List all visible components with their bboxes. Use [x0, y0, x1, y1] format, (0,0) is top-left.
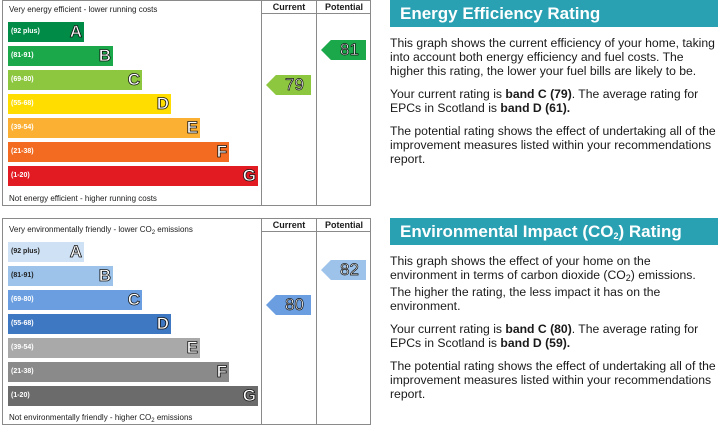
- header-divider: [261, 231, 370, 232]
- rating-band-a: (92 plus) A: [8, 242, 84, 262]
- band-letter: G: [242, 386, 256, 406]
- rating-band-f: (21-38) F: [8, 142, 229, 162]
- column-divider: [316, 219, 317, 424]
- potential-rating-value: 82: [340, 260, 360, 279]
- band-range-label: (39-54): [11, 344, 34, 351]
- potential-rating-arrow: 81: [321, 40, 366, 60]
- band-range-label: (21-38): [11, 368, 34, 375]
- band-letter: F: [216, 362, 227, 382]
- panel-paragraph: This graph shows the effect of your home…: [390, 254, 696, 313]
- column-divider: [316, 1, 317, 205]
- panel-paragraph: Your current rating is band C (79). The …: [390, 87, 699, 115]
- rating-band-d: (55-68) D: [8, 94, 171, 114]
- band-range-label: (1-20): [11, 392, 30, 399]
- column-divider: [261, 219, 262, 424]
- band-letter: G: [242, 166, 256, 186]
- environment-info-panel: Environmental Impact (CO2) Rating This g…: [390, 218, 718, 401]
- potential-column-header: Potential: [324, 220, 363, 230]
- band-letter: E: [186, 338, 198, 358]
- rating-band-b: (81-91) B: [8, 46, 113, 66]
- band-letter: D: [156, 314, 169, 334]
- band-range-label: (55-68): [11, 320, 34, 327]
- chart-caption-bottom: Not energy efficient - higher running co…: [9, 194, 157, 203]
- rating-band-c: (69-80) C: [8, 70, 142, 90]
- rating-band-g: (1-20) G: [8, 166, 258, 186]
- rating-band-f: (21-38) F: [8, 362, 229, 382]
- band-letter: A: [69, 22, 82, 42]
- chart-caption-top: Very environmentally friendly - lower CO…: [9, 225, 193, 236]
- potential-rating-value: 81: [340, 40, 360, 59]
- current-rating-arrow: 79: [266, 75, 311, 95]
- band-range-label: (81-91): [11, 272, 34, 279]
- band-range-label: (69-80): [11, 76, 34, 83]
- rating-band-c: (69-80) C: [8, 290, 142, 310]
- chart-caption-bottom: Not environmentally friendly - higher CO…: [9, 413, 193, 424]
- rating-band-e: (39-54) E: [8, 118, 200, 138]
- environmental-impact-chart: Current Potential Very environmentally f…: [2, 218, 371, 425]
- band-letter: A: [69, 242, 82, 262]
- band-range-label: (92 plus): [11, 248, 40, 255]
- rating-band-a: (92 plus) A: [8, 22, 84, 42]
- potential-rating-arrow: 82: [321, 260, 366, 280]
- rating-band-d: (55-68) D: [8, 314, 171, 334]
- band-letter: D: [156, 94, 169, 114]
- band-range-label: (1-20): [11, 172, 30, 179]
- band-range-label: (92 plus): [11, 28, 40, 35]
- band-letter: B: [98, 46, 111, 66]
- header-divider: [261, 13, 370, 14]
- potential-column-header: Potential: [324, 2, 363, 12]
- rating-band-e: (39-54) E: [8, 338, 200, 358]
- column-divider: [261, 1, 262, 205]
- band-range-label: (21-38): [11, 148, 34, 155]
- panel-title: Environmental Impact (CO2) Rating: [390, 218, 718, 245]
- rating-band-g: (1-20) G: [8, 386, 258, 406]
- band-range-label: (69-80): [11, 296, 34, 303]
- current-column-header: Current: [272, 220, 306, 230]
- current-rating-arrow: 80: [266, 295, 311, 315]
- band-letter: C: [127, 70, 140, 90]
- band-range-label: (81-91): [11, 52, 34, 59]
- panel-paragraph: The potential rating shows the effect of…: [390, 124, 716, 166]
- current-rating-value: 80: [285, 295, 305, 314]
- band-range-label: (39-54): [11, 124, 34, 131]
- current-rating-value: 79: [285, 75, 305, 94]
- band-letter: F: [216, 142, 227, 162]
- panel-title: Energy Efficiency Rating: [390, 0, 718, 27]
- rating-band-b: (81-91) B: [8, 266, 113, 286]
- band-letter: C: [127, 290, 140, 310]
- band-range-label: (55-68): [11, 100, 34, 107]
- panel-paragraph: The potential rating shows the effect of…: [390, 359, 716, 401]
- panel-paragraph: This graph shows the current efficiency …: [390, 36, 715, 78]
- panel-paragraph: Your current rating is band C (80). The …: [390, 322, 699, 350]
- band-letter: B: [98, 266, 111, 286]
- chart-caption-top: Very energy efficient - lower running co…: [9, 5, 158, 14]
- energy-info-panel: Energy Efficiency Rating This graph show…: [390, 0, 718, 166]
- energy-efficiency-chart: Current Potential Very energy efficient …: [2, 0, 371, 206]
- band-letter: E: [186, 118, 198, 138]
- current-column-header: Current: [272, 2, 306, 12]
